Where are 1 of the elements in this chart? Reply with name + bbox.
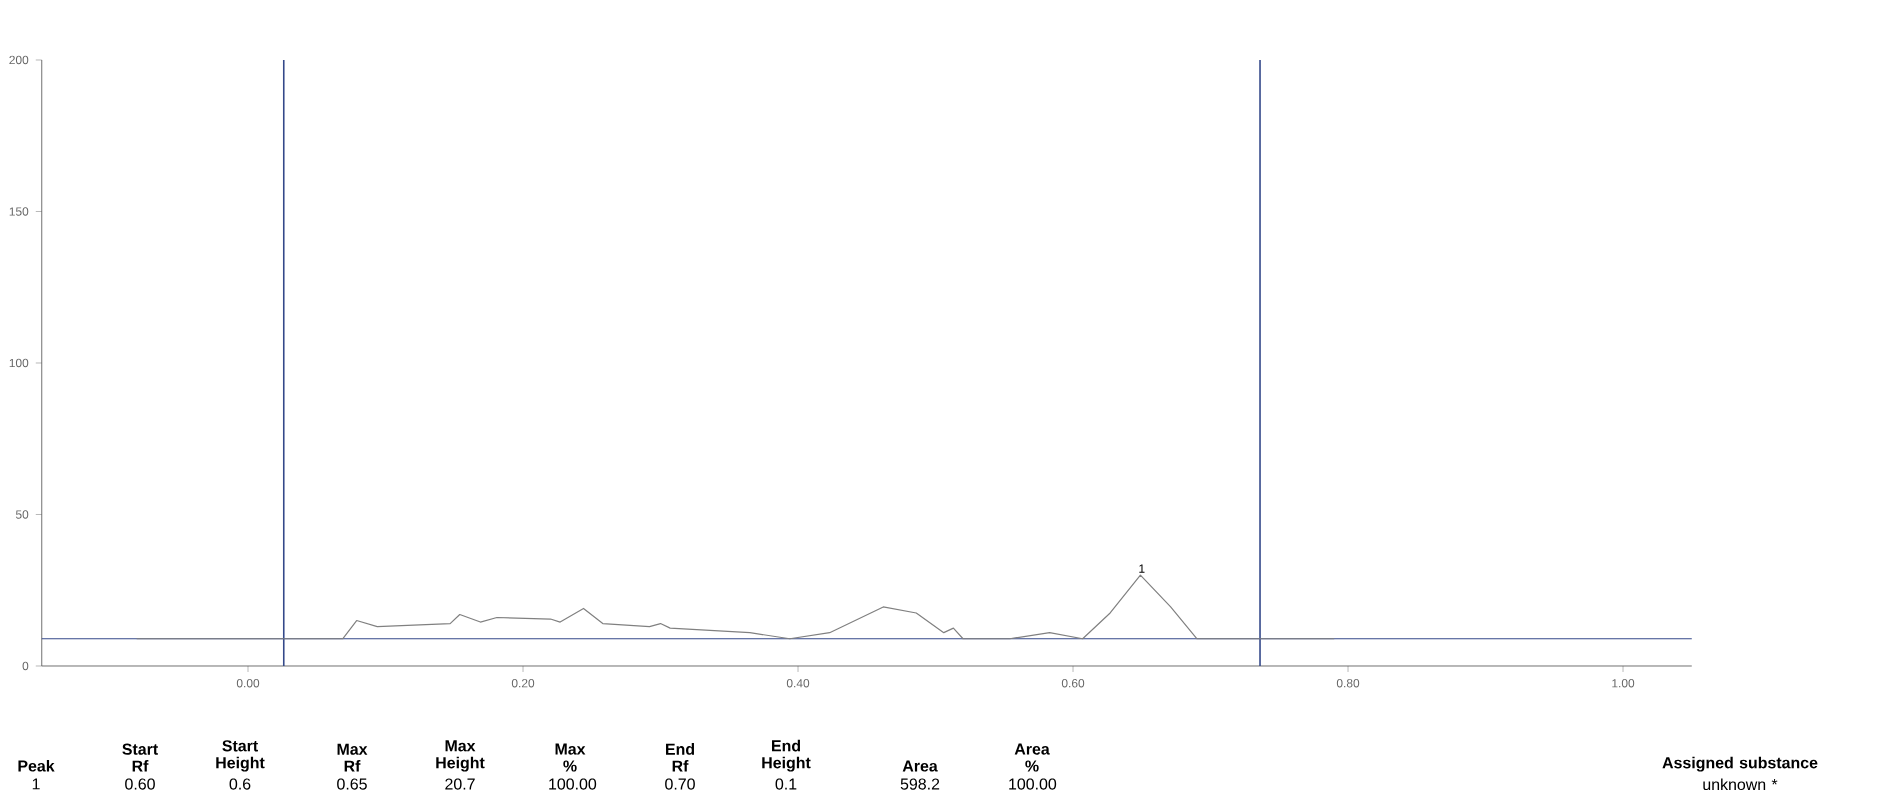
line-series [136,574,1335,640]
